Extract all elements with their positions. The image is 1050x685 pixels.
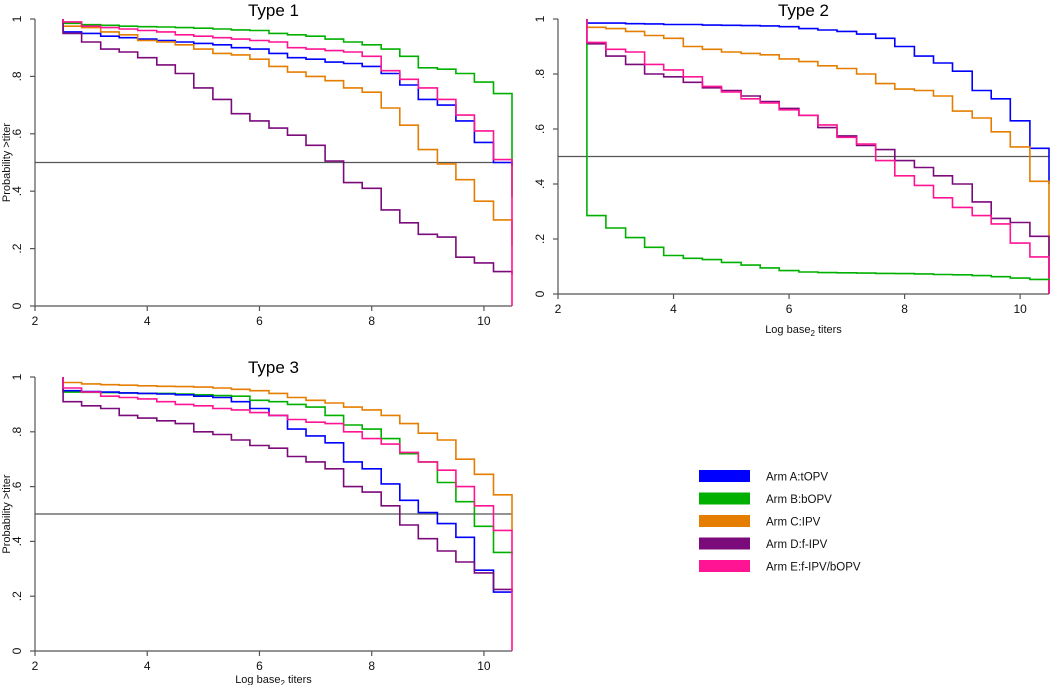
panel-title: Type 1: [248, 1, 299, 20]
y-tick-label: .6: [10, 481, 24, 491]
panel-3: Type 3 2 4 6 8 10 0 .2 .4 .6 .8 1 Probability >titer…: [1, 358, 513, 685]
series-arm-B: [586, 43, 1050, 281]
series-arm-B: [62, 19, 513, 197]
panel-1: Type 1 2 4 6 8 10 0 .2 .4 .6 .8 1 Probability >titer: [1, 1, 513, 328]
series-arm-E: [62, 19, 513, 306]
y-tick-label: .4: [10, 536, 24, 546]
series-arm-D: [586, 19, 1050, 294]
x-axis-label: Log base2 titers: [765, 324, 842, 338]
series-arm-D: [62, 377, 513, 593]
panel-title: Type 2: [778, 1, 829, 20]
series-arm-D: [62, 19, 513, 275]
y-tick-label: .8: [10, 426, 24, 436]
y-tick-label: .6: [533, 124, 547, 134]
y-tick-label: .8: [533, 69, 547, 79]
y-axis-label: Probability >titer: [1, 474, 13, 554]
y-tick-label: .6: [10, 128, 24, 138]
y-tick-label: 0: [10, 647, 24, 654]
y-tick-label: .2: [533, 234, 547, 244]
y-tick-label: .8: [10, 71, 24, 81]
series-arm-E: [62, 377, 513, 651]
legend-swatch-arm-D: [699, 537, 750, 550]
series-arm-A: [586, 19, 1050, 184]
y-tick-label: .4: [533, 179, 547, 189]
x-tick-label: 2: [32, 314, 39, 328]
legend-swatch-arm-E: [699, 560, 750, 572]
x-tick-label: 8: [368, 314, 375, 328]
y-tick-label: 0: [533, 290, 547, 297]
legend-swatch-arm-A: [699, 470, 750, 482]
x-tick-label: 10: [477, 314, 491, 328]
legend-swatch-arm-B: [699, 492, 750, 505]
x-tick-label: 6: [786, 302, 793, 316]
x-tick-label: 10: [1013, 302, 1027, 316]
y-tick-label: .2: [10, 591, 24, 601]
y-tick-label: 1: [10, 15, 24, 22]
series-arm-B: [62, 377, 513, 554]
x-axis-label: Log base2 titers: [235, 674, 312, 685]
x-tick-label: 4: [670, 302, 677, 316]
y-tick-label: .2: [10, 243, 24, 253]
legend-swatch-arm-C: [699, 515, 750, 527]
legend-label-arm-C: Arm C:IPV: [766, 517, 821, 529]
x-tick-label: 2: [32, 659, 39, 673]
series-arm-A: [62, 19, 513, 166]
x-tick-label: 4: [144, 659, 151, 673]
panel-2: Type 2 2 4 6 8 10 0 .2 .4 .6 .8 1 Log base2 titers: [533, 1, 1050, 338]
series-arm-E: [586, 19, 1050, 294]
x-tick-label: 4: [144, 314, 151, 328]
legend: Arm A:tOPV Arm B:bOPV Arm C:IPV Arm D:f-IPV…: [699, 470, 861, 574]
series-arm-C: [62, 19, 513, 246]
y-tick-label: 0: [10, 302, 24, 309]
y-tick-label: 1: [533, 15, 547, 22]
y-axis-label: Probability >titer: [1, 123, 13, 203]
legend-label-arm-E: Arm E:f-IPV/bOPV: [766, 562, 861, 574]
x-tick-label: 6: [256, 314, 263, 328]
legend-label-arm-A: Arm A:tOPV: [766, 472, 828, 484]
legend-label-arm-D: Arm D:f-IPV: [766, 539, 828, 551]
x-tick-label: 10: [477, 659, 491, 673]
x-tick-label: 6: [256, 659, 263, 673]
legend-label-arm-B: Arm B:bOPV: [766, 494, 832, 506]
x-tick-label: 8: [901, 302, 908, 316]
series-arm-C: [586, 19, 1050, 294]
series-arm-A: [62, 377, 512, 593]
y-tick-label: .4: [10, 186, 24, 196]
y-tick-label: 1: [10, 373, 24, 380]
x-tick-label: 8: [368, 659, 375, 673]
series-arm-C: [62, 377, 513, 531]
x-tick-label: 2: [555, 302, 562, 316]
panel-title: Type 3: [248, 358, 299, 377]
